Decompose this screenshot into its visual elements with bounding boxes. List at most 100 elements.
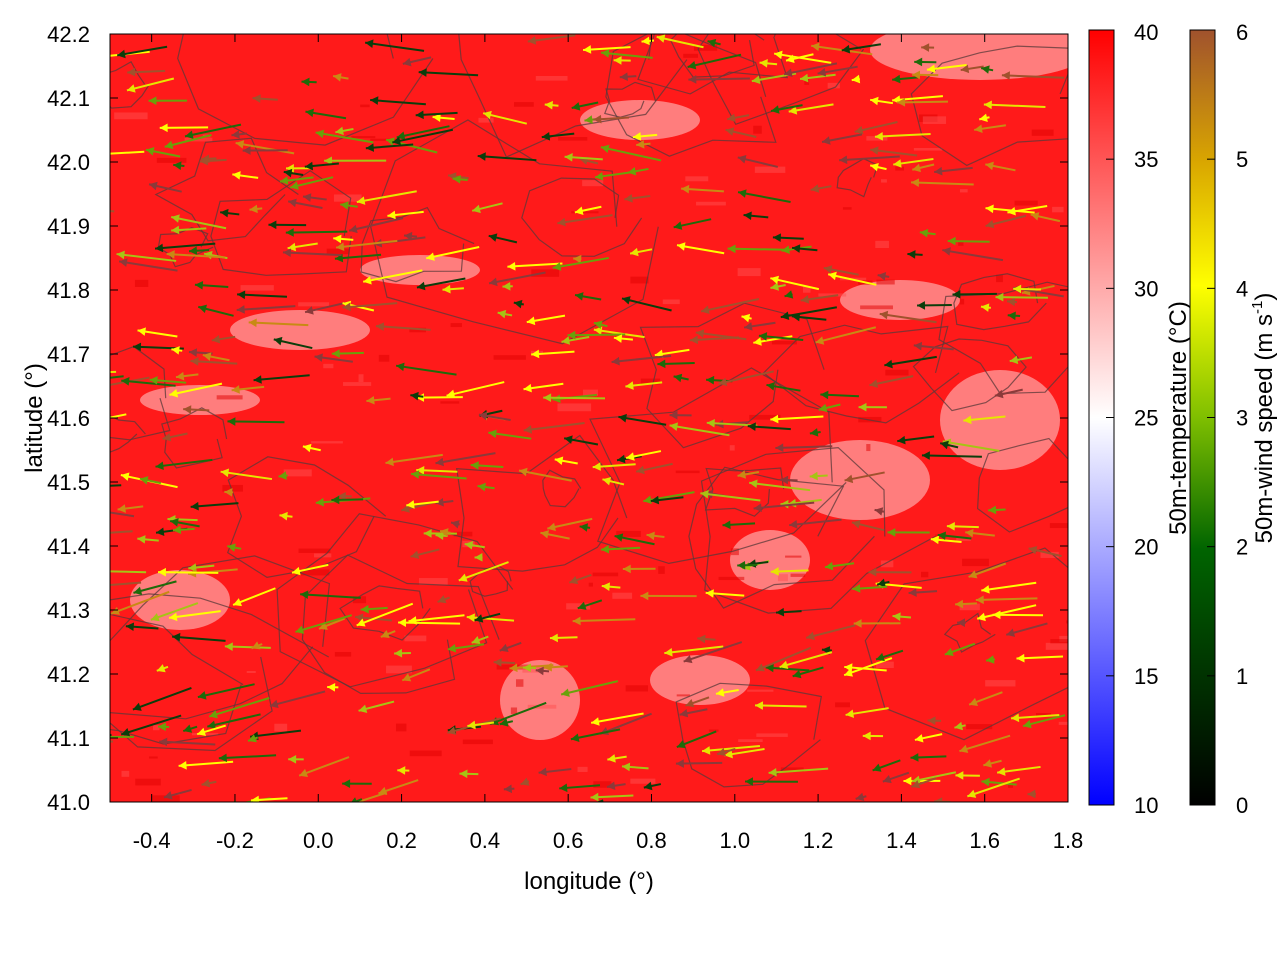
heatmap-texture: [962, 558, 989, 567]
wind-vector: [554, 456, 578, 466]
wind-vector: [870, 96, 894, 106]
contour-line: [637, 34, 789, 95]
heatmap-texture: [612, 592, 633, 599]
wind-vector: [955, 771, 980, 780]
temperature-colorbar: 10 15 20 25 30 35 40 50m-temperature (°C): [1088, 20, 1192, 818]
x-tick-label: -0.4: [133, 828, 171, 853]
heatmap-texture: [729, 445, 735, 451]
temperature-colorbar-label: 50m-temperature (°C): [1165, 301, 1192, 535]
wind-vector: [745, 777, 798, 786]
wind-vector: [775, 607, 802, 617]
wind-colorbar: 0 1 2 3 4 5 6 50m-wind speed (m s-1): [1189, 20, 1278, 818]
wind-vector: [872, 759, 901, 772]
wind-vector: [544, 100, 559, 110]
wind-vector: [348, 217, 404, 234]
wind-vector: [844, 663, 887, 672]
wind-vector: [937, 531, 972, 541]
wind-vector: [963, 415, 1006, 425]
heatmap-texture: [577, 766, 588, 772]
wind-vector: [471, 202, 503, 214]
contour-line: [836, 158, 879, 198]
wind-vector: [656, 34, 704, 49]
colorbar-tick-label: 4: [1236, 276, 1248, 301]
contour-line: [675, 682, 822, 788]
wind-vector: [870, 146, 918, 157]
wind-vector: [157, 722, 170, 732]
wind-vector: [1028, 546, 1062, 558]
wind-vector: [997, 765, 1041, 776]
wind-vector: [117, 504, 144, 513]
contour-line: [276, 513, 514, 688]
wind-vector: [983, 100, 1046, 110]
wind-vector: [183, 405, 210, 414]
wind-vector: [636, 462, 673, 475]
heatmap-texture: [300, 569, 330, 576]
wind-vector: [845, 707, 889, 718]
wind-vector: [488, 233, 518, 244]
wind-vector: [279, 176, 314, 185]
wind-vector: [173, 161, 185, 170]
heatmap-texture: [835, 702, 850, 708]
heatmap-texture: [675, 470, 700, 474]
wind-vector: [770, 414, 824, 424]
heatmap-texture: [754, 166, 786, 173]
wind-vector: [930, 535, 962, 545]
wind-vector: [596, 799, 604, 802]
heatmap-texture: [184, 137, 213, 142]
heatmap-texture: [996, 274, 1003, 283]
contour-line: [704, 467, 785, 517]
wind-vector: [622, 564, 656, 574]
wind-vector: [295, 614, 353, 634]
wind-vector: [302, 193, 327, 202]
heatmap-texture: [616, 530, 641, 537]
heatmap-texture: [274, 723, 288, 732]
heatmap-texture: [895, 166, 905, 171]
wind-vector: [110, 581, 142, 586]
wind-vector: [110, 570, 147, 574]
wind-vector: [981, 65, 994, 74]
wind-vector: [178, 760, 234, 770]
heatmap-texture: [777, 574, 788, 582]
wind-vector: [967, 777, 1020, 798]
wind-vector: [927, 716, 942, 726]
wind-vector: [985, 655, 996, 664]
heatmap-texture: [959, 298, 965, 305]
wind-vector: [171, 346, 183, 355]
wind-vector: [791, 244, 818, 253]
y-tick-label: 41.8: [47, 278, 90, 303]
wind-vector: [775, 443, 833, 453]
colorbar-tick-label: 10: [1134, 793, 1158, 818]
wind-vector: [788, 103, 834, 115]
wind-vector: [985, 161, 1016, 172]
contour-line: [226, 456, 387, 579]
heatmap-texture: [558, 136, 588, 141]
wind-vector: [387, 210, 424, 220]
heatmap-texture: [370, 138, 398, 141]
wind-vector: [700, 298, 760, 314]
contour-line: [976, 437, 1068, 533]
wind-vector: [148, 96, 188, 106]
wind-vector: [643, 781, 662, 791]
wind-vector: [139, 476, 162, 485]
y-tick-label: 42.0: [47, 150, 90, 175]
heatmap-texture: [802, 286, 811, 293]
heatmap-texture: [134, 279, 149, 287]
wind-vector: [821, 133, 863, 145]
wind-vector: [526, 314, 566, 326]
wind-vector: [133, 580, 177, 596]
wind-vector: [118, 258, 178, 272]
heatmap-texture: [386, 665, 412, 674]
heatmap-texture: [956, 537, 971, 541]
wind-vector: [854, 121, 898, 135]
wind-vector: [939, 440, 959, 450]
heatmap-patch: [840, 280, 960, 320]
heatmap-texture: [866, 444, 871, 452]
wind-vector: [253, 374, 310, 384]
heatmap-texture: [222, 484, 243, 492]
wind-vector: [715, 688, 739, 697]
wind-vector: [172, 525, 195, 535]
wind-vector: [163, 788, 192, 800]
y-axis-ticks: 41.0 41.1 41.2 41.3 41.4 41.5 41.6 41.7 41.8 41.9…: [47, 22, 1068, 815]
contour-line: [521, 177, 643, 257]
heatmap-texture: [1059, 635, 1068, 642]
